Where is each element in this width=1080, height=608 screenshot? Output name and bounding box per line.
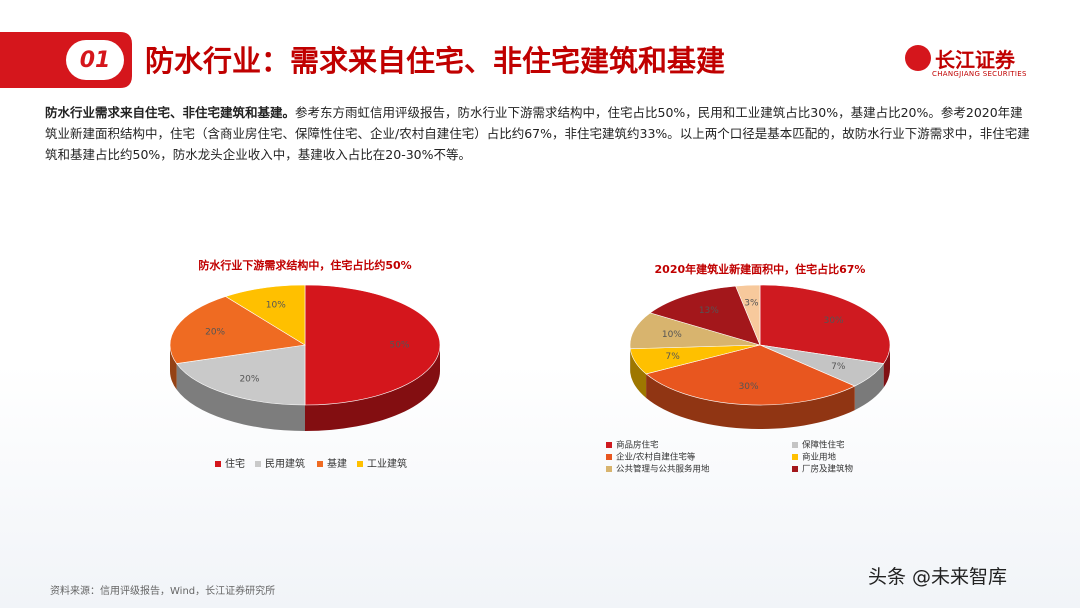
page-title: 防水行业：需求来自住宅、非住宅建筑和基建 bbox=[145, 44, 726, 78]
pie-side bbox=[630, 348, 647, 398]
body-text: 参考东方雨虹信用评级报告，防水行业下游需求结构中，住宅占比50%，民用和工业建筑… bbox=[45, 105, 1030, 162]
legend-label: 基建 bbox=[327, 457, 347, 470]
value-label: 13% bbox=[699, 306, 719, 316]
legend-swatch bbox=[792, 466, 798, 472]
legend-swatch bbox=[215, 461, 221, 467]
legend-swatch bbox=[317, 461, 323, 467]
legend-swatch bbox=[255, 461, 261, 467]
number-badge bbox=[66, 40, 124, 80]
legend-label: 企业/农村自建住宅等 bbox=[616, 452, 696, 463]
legend-label: 公共管理与公共服务用地 bbox=[616, 464, 710, 475]
pie-side bbox=[305, 345, 440, 431]
pie-slice bbox=[629, 312, 761, 350]
value-label: 3% bbox=[744, 299, 759, 309]
pie-side bbox=[854, 363, 884, 411]
legend-label: 商业用地 bbox=[802, 452, 837, 463]
value-label: 30% bbox=[739, 382, 759, 392]
value-label: 50% bbox=[389, 341, 409, 351]
legend-label: 保障性住宅 bbox=[802, 440, 845, 451]
legend-label: 住宅 bbox=[225, 457, 245, 470]
legend-label: 工业建筑 bbox=[367, 457, 407, 470]
legend-swatch bbox=[606, 454, 612, 460]
value-label: 10% bbox=[266, 301, 286, 311]
legend-swatch bbox=[606, 466, 612, 472]
legend-swatch bbox=[792, 454, 798, 460]
logo-en: CHANGJIANG SECURITIES bbox=[932, 70, 1027, 78]
pie-slice bbox=[759, 284, 891, 364]
pie-side bbox=[883, 345, 890, 388]
pie-side bbox=[646, 373, 855, 429]
legend-swatch bbox=[357, 461, 363, 467]
value-label: 20% bbox=[205, 328, 225, 338]
legend-label: 民用建筑 bbox=[265, 457, 305, 470]
pie-slice bbox=[649, 285, 761, 346]
pie-slice bbox=[176, 344, 306, 406]
pie-side bbox=[170, 345, 177, 390]
pie-slice bbox=[645, 344, 856, 406]
chart-title: 防水行业下游需求结构中，住宅占比约50% bbox=[198, 258, 411, 272]
logo: 长江证券 bbox=[935, 48, 1015, 72]
header-number: 01 bbox=[80, 48, 111, 73]
legend-swatch bbox=[606, 442, 612, 448]
logo-icon bbox=[905, 45, 931, 71]
pie-slice bbox=[304, 284, 441, 406]
pie-slice bbox=[735, 284, 761, 346]
lead: 防水行业需求来自住宅、非住宅建筑和基建。 bbox=[45, 105, 296, 120]
paragraph: 防水行业需求来自住宅、非住宅建筑和基建。参考东方雨虹信用评级报告，防水行业下游需… bbox=[45, 102, 1035, 165]
value-label: 20% bbox=[239, 374, 259, 384]
pie-side bbox=[176, 363, 305, 431]
value-label: 10% bbox=[662, 330, 682, 340]
value-label: 7% bbox=[831, 362, 846, 372]
chart-title: 2020年建筑业新建面积中，住宅占比67% bbox=[655, 262, 866, 276]
source: 资料来源：信用评级报告，Wind，长江证券研究所 bbox=[50, 586, 276, 597]
legend-label: 厂房及建筑物 bbox=[802, 464, 854, 475]
value-label: 30% bbox=[824, 316, 844, 326]
watermark: 头条 @未来智库 bbox=[868, 566, 1008, 588]
legend-label: 商品房住宅 bbox=[616, 440, 659, 451]
pie-slice bbox=[224, 284, 306, 346]
legend-swatch bbox=[792, 442, 798, 448]
value-label: 7% bbox=[665, 352, 680, 362]
pie-slice bbox=[169, 296, 306, 364]
